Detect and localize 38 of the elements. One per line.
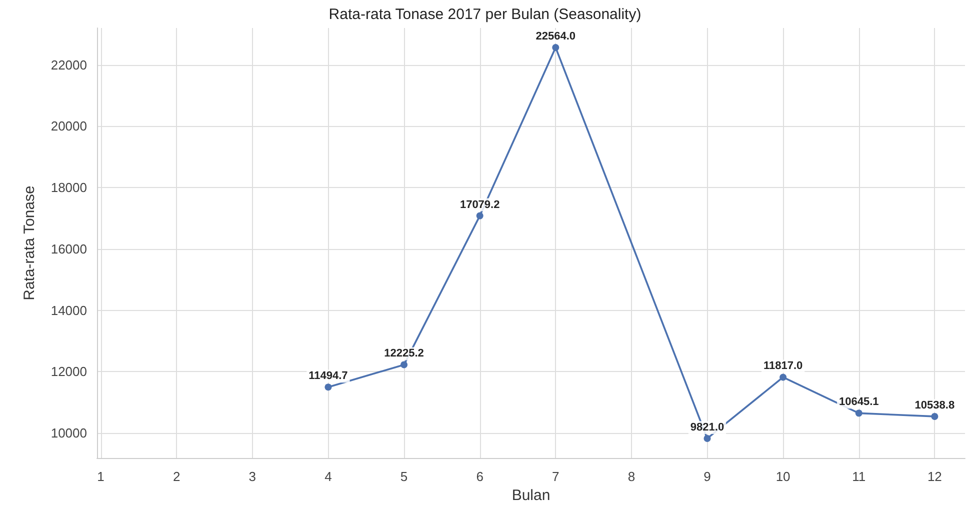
x-tick-label: 12 (927, 469, 942, 484)
point (704, 434, 711, 442)
point (931, 412, 938, 420)
data-label: 11494.7 (308, 370, 348, 382)
x-tick-label: 2 (172, 469, 180, 484)
x-tick-label: 7 (552, 469, 560, 484)
x-tick-label: 8 (628, 469, 636, 484)
y-tick-label: 22000 (50, 57, 87, 72)
data-label: 9821.0 (690, 421, 724, 434)
y-tick-label: 18000 (50, 180, 87, 196)
data-label: 12225.2 (384, 348, 424, 360)
data-label: 11817.0 (763, 360, 803, 372)
x-tick-label: 9 (704, 469, 711, 484)
y-tick-label: 12000 (50, 364, 87, 380)
point (552, 44, 560, 52)
point (400, 361, 408, 368)
y-tick-label: 14000 (50, 302, 87, 318)
point (855, 410, 862, 417)
x-tick-label: 10 (776, 469, 790, 484)
x-tick-label: 1 (97, 469, 104, 484)
x-tick-label: 5 (400, 469, 408, 484)
y-axis-title: Rata-rata Tonase (21, 186, 38, 300)
y-tick-label: 16000 (50, 241, 87, 256)
x-axis-title: Bulan (512, 487, 550, 504)
data-label: 22564.0 (536, 30, 576, 43)
data-label: 10538.8 (914, 399, 955, 412)
x-tick-label: 11 (852, 469, 866, 484)
chart-title: Rata-rata Tonase 2017 per Bulan (Seasonality) (328, 6, 642, 23)
data-label: 17079.2 (460, 198, 500, 211)
point (780, 374, 787, 381)
y-tick-label: 20000 (50, 118, 87, 134)
x-tick-label: 3 (248, 469, 256, 484)
x-tick-label: 6 (476, 469, 484, 484)
point (476, 212, 484, 220)
data-label: 10645.1 (838, 396, 879, 408)
point (324, 384, 332, 391)
y-tick-label: 10000 (50, 425, 87, 440)
x-tick-label: 4 (324, 469, 332, 484)
